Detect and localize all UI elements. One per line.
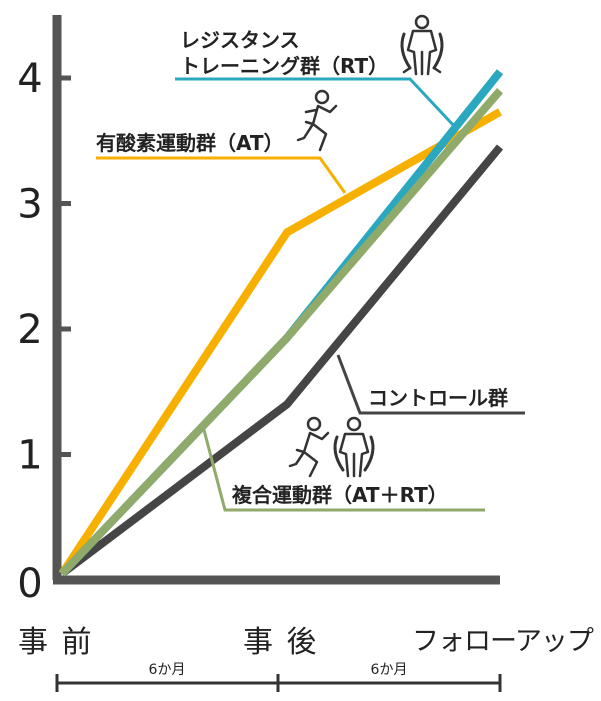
series-line-2	[59, 87, 504, 577]
at-label: 有酸素運動群（AT）	[96, 131, 284, 155]
y-tick-label: 1	[17, 433, 42, 479]
y-tick-label: 4	[17, 56, 42, 102]
series-line-1	[58, 108, 502, 576]
rt-label-line1: レジスタンス	[180, 28, 300, 52]
y-tick-label: 3	[17, 182, 42, 228]
control-leader-line	[336, 354, 525, 415]
series-group	[58, 69, 504, 577]
y-tick-label: 0	[17, 561, 42, 607]
at-leader-line	[96, 156, 347, 194]
rt-label-line2: トレーニング群（RT）	[180, 54, 388, 78]
running-figure-icon	[296, 89, 338, 152]
combined-leader-line	[202, 429, 485, 512]
category-label-pre: 事 前	[18, 625, 94, 660]
series-line-3	[59, 144, 504, 577]
y-tick-group: 0 1 2 3 4	[17, 56, 71, 607]
category-label-post: 事 後	[243, 625, 319, 660]
y-tick-label: 2	[17, 307, 42, 353]
rt-leader-line	[175, 77, 457, 129]
category-label-followup: フォローアップ	[412, 626, 594, 657]
period-label-1: 6か月	[149, 662, 186, 678]
combined-label: 複合運動群（AT＋RT）	[232, 483, 448, 507]
period-bracket	[55, 674, 502, 692]
resistance-figure-icon	[400, 14, 444, 76]
control-label: コントロール群	[368, 386, 508, 410]
combined-figures-icon	[288, 416, 375, 478]
period-label-2: 6か月	[371, 662, 408, 678]
